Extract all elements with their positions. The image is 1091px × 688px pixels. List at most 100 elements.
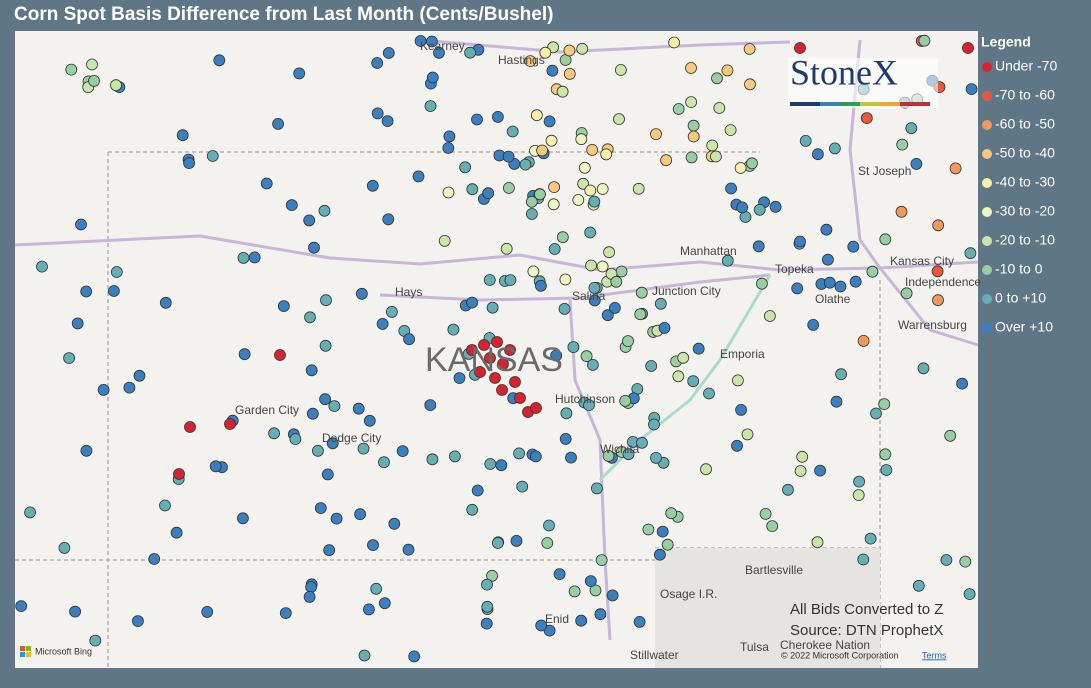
site-marker xyxy=(834,280,847,293)
site-marker xyxy=(764,310,776,322)
site-marker xyxy=(823,276,836,289)
legend-swatch xyxy=(982,120,992,130)
site-marker xyxy=(80,285,93,298)
site-marker xyxy=(600,148,613,161)
site-marker xyxy=(594,608,607,621)
legend-label: -40 to -30 xyxy=(995,174,1055,190)
site-marker xyxy=(959,555,972,568)
site-marker xyxy=(378,597,391,610)
site-marker xyxy=(547,198,560,211)
site-marker xyxy=(753,203,766,216)
site-marker xyxy=(548,181,560,194)
site-marker xyxy=(370,582,383,595)
legend-swatch xyxy=(982,323,992,333)
legend-label: -70 to -60 xyxy=(995,87,1055,103)
site-marker xyxy=(176,129,189,142)
site-marker xyxy=(912,579,925,592)
site-marker xyxy=(412,170,425,183)
site-marker xyxy=(635,286,648,299)
site-marker xyxy=(133,369,146,382)
site-marker xyxy=(371,57,384,69)
place-label: Cherokee Nation xyxy=(780,638,870,652)
terms-link[interactable]: Terms xyxy=(922,650,947,660)
site-marker xyxy=(491,336,503,348)
site-marker xyxy=(530,402,542,414)
site-marker xyxy=(311,444,324,457)
site-marker xyxy=(932,294,944,307)
site-marker xyxy=(110,266,123,278)
site-marker xyxy=(645,360,658,372)
place-label: Topeka xyxy=(775,262,814,276)
site-marker xyxy=(610,275,623,288)
site-marker xyxy=(318,204,331,217)
site-marker xyxy=(502,182,515,194)
site-marker xyxy=(323,544,336,557)
site-marker xyxy=(88,75,100,87)
site-marker xyxy=(731,439,743,452)
site-marker xyxy=(321,468,334,481)
site-marker xyxy=(541,537,554,549)
site-marker xyxy=(519,158,532,171)
place-label: Kearney xyxy=(420,39,465,53)
site-marker xyxy=(97,383,110,396)
site-marker xyxy=(433,46,445,59)
site-marker xyxy=(949,162,962,175)
site-marker xyxy=(131,615,144,627)
site-marker xyxy=(481,578,493,591)
site-marker xyxy=(319,393,332,406)
site-marker xyxy=(378,456,390,469)
site-marker xyxy=(213,54,226,67)
site-marker xyxy=(847,240,860,253)
site-marker xyxy=(495,459,508,472)
place-label: Enid xyxy=(545,612,569,626)
site-marker xyxy=(895,205,908,218)
site-marker xyxy=(563,68,576,80)
site-marker xyxy=(289,433,302,446)
site-marker xyxy=(603,246,615,259)
site-marker xyxy=(964,247,977,260)
site-marker xyxy=(822,253,834,266)
site-marker xyxy=(918,34,931,47)
site-marker xyxy=(586,143,599,156)
site-marker xyxy=(238,348,251,361)
place-label: Dodge City xyxy=(322,431,381,445)
site-marker xyxy=(896,138,909,151)
site-marker xyxy=(293,67,306,80)
site-marker xyxy=(658,321,671,334)
site-marker xyxy=(588,195,601,208)
site-marker xyxy=(443,130,456,143)
site-marker xyxy=(504,274,517,287)
logo: StoneX xyxy=(790,52,898,92)
site-marker xyxy=(319,339,332,352)
site-marker xyxy=(759,508,772,520)
site-marker xyxy=(484,458,497,470)
site-marker xyxy=(474,366,486,378)
place-labels: Kearney Hastings Hays Salina Manhattan Juncti… xyxy=(235,39,981,662)
site-marker xyxy=(565,451,577,464)
site-marker xyxy=(478,339,490,351)
legend-swatch xyxy=(982,294,992,304)
site-marker xyxy=(853,475,865,488)
site-marker xyxy=(500,242,513,255)
place-label: Osage I.R. xyxy=(660,587,717,601)
site-marker xyxy=(381,115,394,127)
place-label: St Joseph xyxy=(858,164,911,178)
site-marker xyxy=(274,349,286,361)
site-marker xyxy=(354,508,367,521)
place-label: Hutchinson xyxy=(555,392,615,406)
site-marker xyxy=(584,575,597,587)
legend-swatch xyxy=(982,178,992,188)
site-marker xyxy=(860,112,873,124)
site-marker xyxy=(534,188,546,201)
site-marker xyxy=(408,650,421,663)
site-marker xyxy=(944,429,957,442)
site-marker xyxy=(366,179,379,192)
site-marker xyxy=(811,536,824,549)
place-label: Kansas City xyxy=(890,254,954,268)
site-marker xyxy=(602,449,615,462)
site-marker xyxy=(224,418,236,430)
attribution: © 2022 Microsoft Corporation xyxy=(781,650,899,660)
site-marker xyxy=(609,301,621,314)
site-marker xyxy=(601,309,614,322)
site-marker xyxy=(524,55,537,67)
